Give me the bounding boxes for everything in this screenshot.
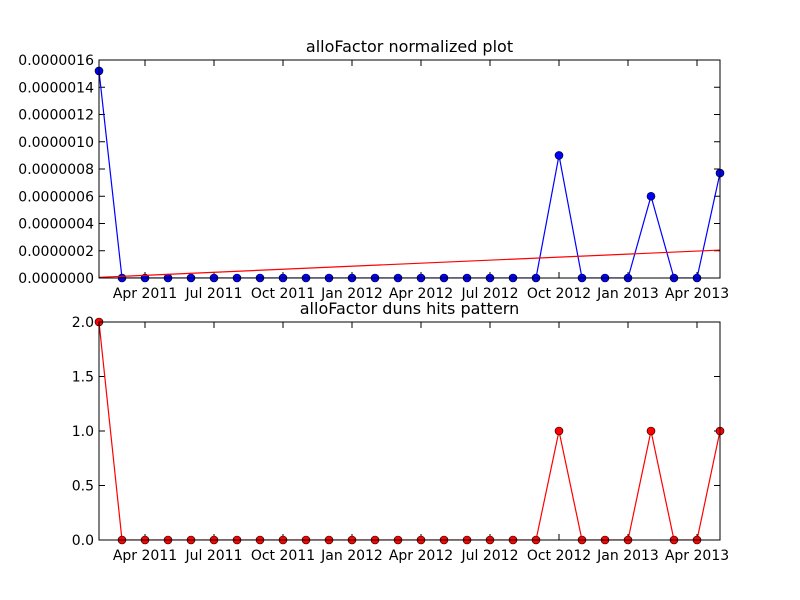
marker	[554, 151, 564, 160]
y-tick-label: 1.0	[72, 424, 94, 440]
x-tick-label: Jul 2011	[185, 286, 243, 302]
x-tick-label: Oct 2012	[527, 286, 591, 302]
series-line	[99, 249, 720, 278]
x-tick-label: Jan 2012	[320, 548, 383, 564]
x-tick-label: Apr 2013	[665, 548, 729, 564]
x-tick-label: Apr 2011	[113, 286, 177, 302]
y-tick-label: 0.5	[72, 479, 94, 495]
y-tick-label: 0.0000016	[18, 53, 94, 69]
y-tick-label: 2.0	[72, 315, 94, 331]
marker	[554, 426, 564, 436]
y-tick-label: 0.0000008	[18, 162, 94, 178]
marker	[646, 191, 656, 201]
axes-frame	[98, 59, 721, 279]
x-tick-label: Jan 2013	[596, 548, 659, 564]
y-tick-label: 0.0000006	[18, 189, 94, 205]
y-tick-label: 1.5	[72, 370, 94, 386]
x-tick-label: Jul 2011	[185, 548, 243, 564]
x-tick-label: Jul 2012	[461, 286, 519, 302]
axes-frame	[98, 321, 721, 541]
x-tick-label: Apr 2012	[389, 286, 453, 302]
x-tick-label: Jul 2012	[461, 548, 519, 564]
chart-title: alloFactor duns hits pattern	[300, 299, 519, 318]
y-tick-label: 0.0000000	[18, 271, 94, 287]
marker	[646, 426, 656, 436]
x-tick-label: Apr 2011	[113, 548, 177, 564]
x-tick-label: Jan 2012	[320, 286, 383, 302]
y-tick-label: 0.0	[72, 533, 94, 549]
y-tick-label: 0.0000004	[18, 217, 94, 233]
x-tick-label: Apr 2012	[389, 548, 453, 564]
x-tick-label: Oct 2012	[527, 548, 591, 564]
y-tick-label: 0.0000012	[18, 108, 94, 124]
y-tick-label: 0.0000002	[18, 244, 94, 260]
chart-title: alloFactor normalized plot	[306, 37, 513, 56]
y-tick-label: 0.0000010	[18, 135, 94, 151]
x-tick-label: Oct 2011	[251, 548, 315, 564]
x-tick-label: Oct 2011	[251, 286, 315, 302]
x-tick-label: Jan 2013	[596, 286, 659, 302]
series-line	[99, 322, 720, 540]
x-tick-label: Apr 2013	[665, 286, 729, 302]
y-tick-label: 0.0000014	[18, 80, 94, 96]
series-line	[99, 70, 720, 278]
